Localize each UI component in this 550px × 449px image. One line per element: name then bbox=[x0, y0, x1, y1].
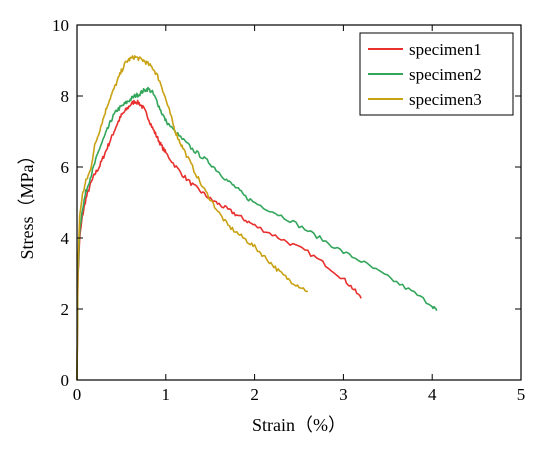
x-tick-label: 1 bbox=[162, 385, 171, 404]
y-tick-label: 10 bbox=[52, 16, 69, 35]
y-axis-title: Stress（MPa） bbox=[17, 146, 37, 259]
legend-label: specimen2 bbox=[409, 65, 482, 84]
x-axis-title: Strain（%） bbox=[252, 415, 346, 435]
y-tick-label: 2 bbox=[61, 300, 70, 319]
plot-frame bbox=[76, 24, 522, 381]
x-tick-label: 5 bbox=[517, 385, 526, 404]
x-tick-label: 4 bbox=[428, 385, 437, 404]
tick-labels: 0 1 2 3 4 5 0 2 4 6 8 10 bbox=[52, 16, 525, 404]
y-tick-label: 6 bbox=[61, 158, 70, 177]
legend-box bbox=[359, 32, 514, 116]
axis-ticks bbox=[76, 24, 522, 381]
series-line-specimen1 bbox=[76, 99, 362, 381]
y-tick-label: 4 bbox=[61, 229, 70, 248]
series-line-specimen3 bbox=[76, 55, 308, 381]
y-tick-label: 0 bbox=[61, 371, 70, 390]
plot-lines bbox=[76, 55, 438, 381]
legend-label: specimen1 bbox=[409, 40, 482, 59]
legend-label: specimen3 bbox=[409, 90, 482, 109]
x-tick-label: 0 bbox=[73, 385, 82, 404]
x-tick-label: 2 bbox=[250, 385, 259, 404]
y-tick-label: 8 bbox=[61, 87, 70, 106]
x-tick-label: 3 bbox=[339, 385, 348, 404]
legend: specimen1 specimen2 specimen3 bbox=[359, 32, 514, 116]
series-line-specimen2 bbox=[76, 86, 438, 381]
